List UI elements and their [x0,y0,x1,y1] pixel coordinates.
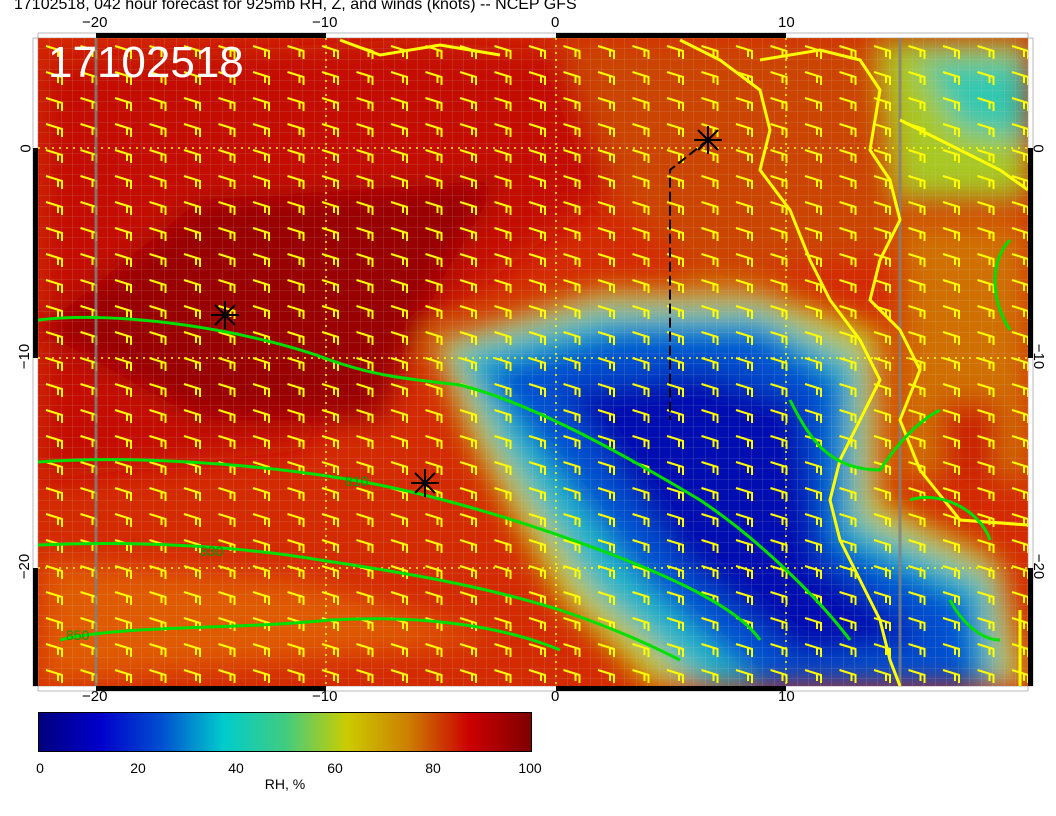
trajectory-line [669,139,709,420]
lon-tick-top: −10 [312,14,338,31]
colorbar-tick: 0 [36,760,44,776]
lon-tick-top: −20 [82,14,108,31]
coastline [339,38,1028,686]
graticule [38,38,1028,686]
star-marker-icon [694,126,722,154]
contour-label: 850 [66,627,90,643]
colorbar-tick: 100 [518,760,542,776]
rh-field: 810 830 850 [38,38,1028,686]
map-canvas: 810 830 850 [32,32,1034,692]
contour-label: 810 [345,473,369,489]
location-markers [211,126,722,497]
geopotential-contours [38,238,1012,662]
colorbar-tick: 20 [130,760,146,776]
colorbar [38,712,532,752]
colorbar-unit: RH, % [264,776,306,792]
datetime-stamp: 17102518 [48,38,244,87]
star-marker-icon [411,469,439,497]
colorbar-tick: 40 [228,760,244,776]
star-marker-icon [211,301,239,329]
wind-barbs [38,38,1028,686]
lon-tick-top: 0 [551,14,560,31]
lon-tick-bottom: −10 [312,688,338,705]
lon-tick-top: 10 [778,14,795,31]
lon-tick-bottom: −20 [82,688,108,705]
contour-label: 830 [200,543,224,559]
colorbar-tick: 60 [327,760,343,776]
lon-tick-bottom: 0 [551,688,560,705]
lon-tick-bottom: 10 [778,688,795,705]
map-title: 17102518, 042 hour forecast for 925mb RH… [14,0,577,13]
colorbar-tick: 80 [425,760,441,776]
